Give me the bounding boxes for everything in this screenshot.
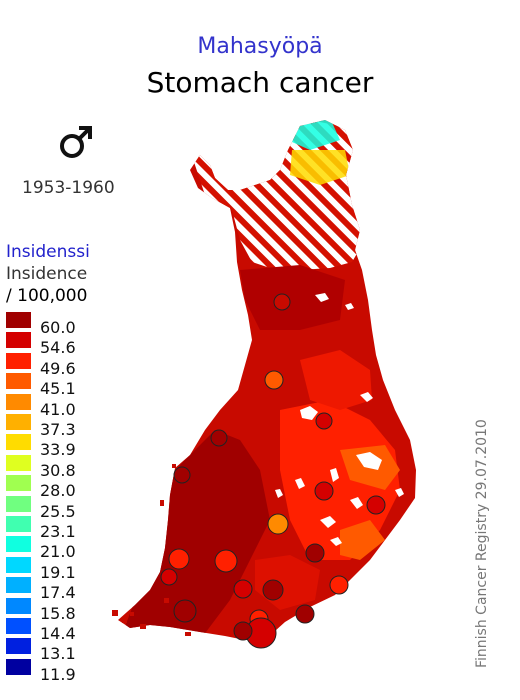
- archipelago: [112, 464, 191, 636]
- legend-item: 13.1: [6, 638, 126, 663]
- legend-title-finnish: Insidenssi: [6, 242, 90, 262]
- legend-item: 21.0: [6, 536, 126, 561]
- legend-label: 49.6: [40, 358, 76, 378]
- legend-swatch: [6, 414, 31, 430]
- legend-item: 15.8: [6, 597, 126, 623]
- legend-item: 54.6: [6, 332, 126, 357]
- legend-label: 60.0: [40, 318, 76, 337]
- northern-tip-yellow: [290, 150, 350, 185]
- legend-label: 28.0: [40, 481, 76, 501]
- legend-item: 11.9: [6, 658, 126, 684]
- region-orange-southeast: [340, 520, 385, 560]
- city-circle: [267, 513, 289, 535]
- legend-item: 19.1: [6, 556, 126, 582]
- period-label: 1953-1960: [22, 178, 115, 198]
- legend-label: 19.1: [40, 562, 76, 582]
- legend-item: 30.8: [6, 454, 126, 480]
- legend-item: 23.1: [6, 516, 126, 541]
- city-circle: [262, 579, 284, 601]
- source-credit: Finnish Cancer Registry 29.07.2010: [474, 419, 490, 668]
- map-title-finnish: Mahasyöpä: [197, 34, 323, 59]
- northern-hatched-area: [190, 120, 365, 270]
- city-circle: [315, 412, 333, 430]
- legend-item: 41.0: [6, 393, 126, 419]
- legend-swatch: [6, 454, 31, 471]
- city-circle: [160, 568, 178, 586]
- legend-label: 21.0: [40, 542, 76, 562]
- city-circle: [214, 549, 238, 573]
- city-circle: [233, 579, 253, 599]
- city-circle: [233, 621, 253, 641]
- legend-item: 45.1: [6, 373, 126, 398]
- male-symbol-icon: [60, 126, 92, 158]
- legend-unit: / 100,000: [6, 286, 88, 306]
- legend-label: 30.8: [40, 460, 76, 480]
- city-circle: [329, 575, 349, 595]
- legend-swatch: [6, 393, 31, 410]
- legend-label: 13.1: [40, 644, 76, 664]
- legend-label: 23.1: [40, 522, 76, 541]
- legend-label: 17.4: [40, 583, 76, 603]
- legend-item: 28.0: [6, 475, 126, 500]
- legend-swatch: [6, 332, 31, 349]
- legend-swatch: [6, 658, 31, 675]
- legend-label: 37.3: [40, 420, 76, 439]
- legend-swatch: [6, 475, 31, 492]
- city-circle: [366, 495, 386, 515]
- legend-swatch: [6, 434, 31, 451]
- legend-swatch: [6, 352, 31, 369]
- city-circle: [273, 293, 291, 311]
- northern-tip-cyan: [292, 120, 340, 150]
- legend-item: 33.9: [6, 434, 126, 459]
- region-dark-north: [240, 265, 345, 330]
- city-circle: [264, 370, 284, 390]
- legend-swatch: [6, 373, 31, 390]
- city-circle: [295, 604, 315, 624]
- legend-swatch: [6, 312, 31, 328]
- legend-item: 37.3: [6, 414, 126, 439]
- legend-label: 15.8: [40, 603, 76, 623]
- legend-swatch: [6, 536, 31, 553]
- legend-label: 14.4: [40, 624, 76, 643]
- legend-label: 33.9: [40, 440, 76, 460]
- legend-label: 54.6: [40, 338, 76, 358]
- legend-item: 49.6: [6, 352, 126, 378]
- legend-item: 60.0: [6, 312, 126, 337]
- legend-swatch: [6, 516, 31, 532]
- legend-item: 17.4: [6, 577, 126, 602]
- legend-label: 25.5: [40, 501, 76, 521]
- legend-item: 14.4: [6, 618, 126, 643]
- legend-swatch: [6, 638, 31, 655]
- legend-swatch: [6, 577, 31, 594]
- legend-title-english: Insidence: [6, 264, 88, 284]
- city-circle: [168, 548, 190, 570]
- region-bright-center: [300, 350, 372, 410]
- city-circle: [305, 543, 325, 563]
- legend-swatch: [6, 556, 31, 573]
- map-title-english: Stomach cancer: [146, 66, 374, 99]
- legend-label: 41.0: [40, 399, 76, 419]
- legend-swatch: [6, 495, 31, 512]
- legend-label: 45.1: [40, 379, 76, 399]
- legend-label: 11.9: [40, 664, 76, 684]
- legend-item: 25.5: [6, 495, 126, 521]
- lakes: [275, 293, 404, 546]
- city-circle: [173, 466, 191, 484]
- legend-swatch: [6, 597, 31, 614]
- legend-swatch: [6, 618, 31, 634]
- region-dark-southwest: [120, 430, 270, 640]
- city-circle: [314, 481, 334, 501]
- city-circle: [210, 429, 228, 447]
- city-circle: [173, 599, 197, 623]
